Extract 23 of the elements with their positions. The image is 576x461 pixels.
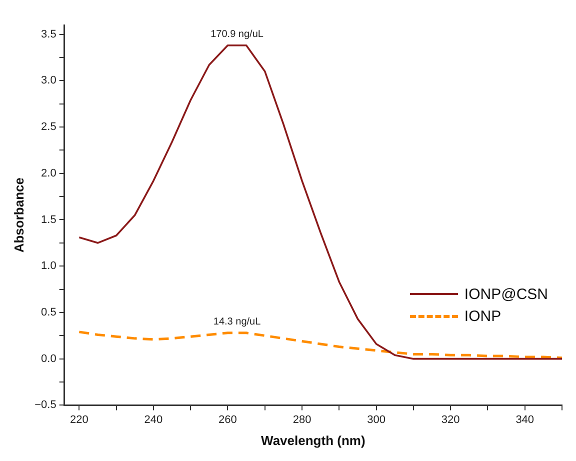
x-tick-label: 300 — [367, 414, 386, 426]
y-tick-label: 0.0 — [41, 352, 56, 365]
x-tick-label: 240 — [144, 414, 163, 426]
annotation: 170.9 ng/uL — [210, 29, 264, 40]
x-axis-title: Wavelength (nm) — [261, 432, 366, 448]
y-tick-label: 2.0 — [41, 167, 56, 180]
legend-label: IONP — [464, 308, 502, 324]
y-tick-label: 3.5 — [41, 28, 56, 40]
y-tick-label: 3.0 — [41, 74, 56, 87]
y-tick-label: 1.5 — [41, 214, 56, 226]
x-tick-label: 280 — [292, 414, 312, 426]
y-tick-label: 2.5 — [41, 121, 56, 134]
x-tick-label: 340 — [516, 414, 534, 426]
annotation: 14.3 ng/uL — [213, 316, 262, 328]
x-tick-label: 260 — [218, 414, 237, 426]
legend-label: IONP@CSN — [464, 286, 548, 302]
y-tick-label: 0.5 — [41, 306, 56, 318]
y-tick-label: −0.5 — [34, 399, 56, 412]
x-tick-label: 220 — [70, 414, 88, 426]
y-tick-label: 1.0 — [41, 260, 56, 272]
line-series — [78, 330, 562, 360]
y-axis-title: Absorbance — [11, 178, 26, 253]
x-tick-label: 320 — [441, 414, 460, 426]
